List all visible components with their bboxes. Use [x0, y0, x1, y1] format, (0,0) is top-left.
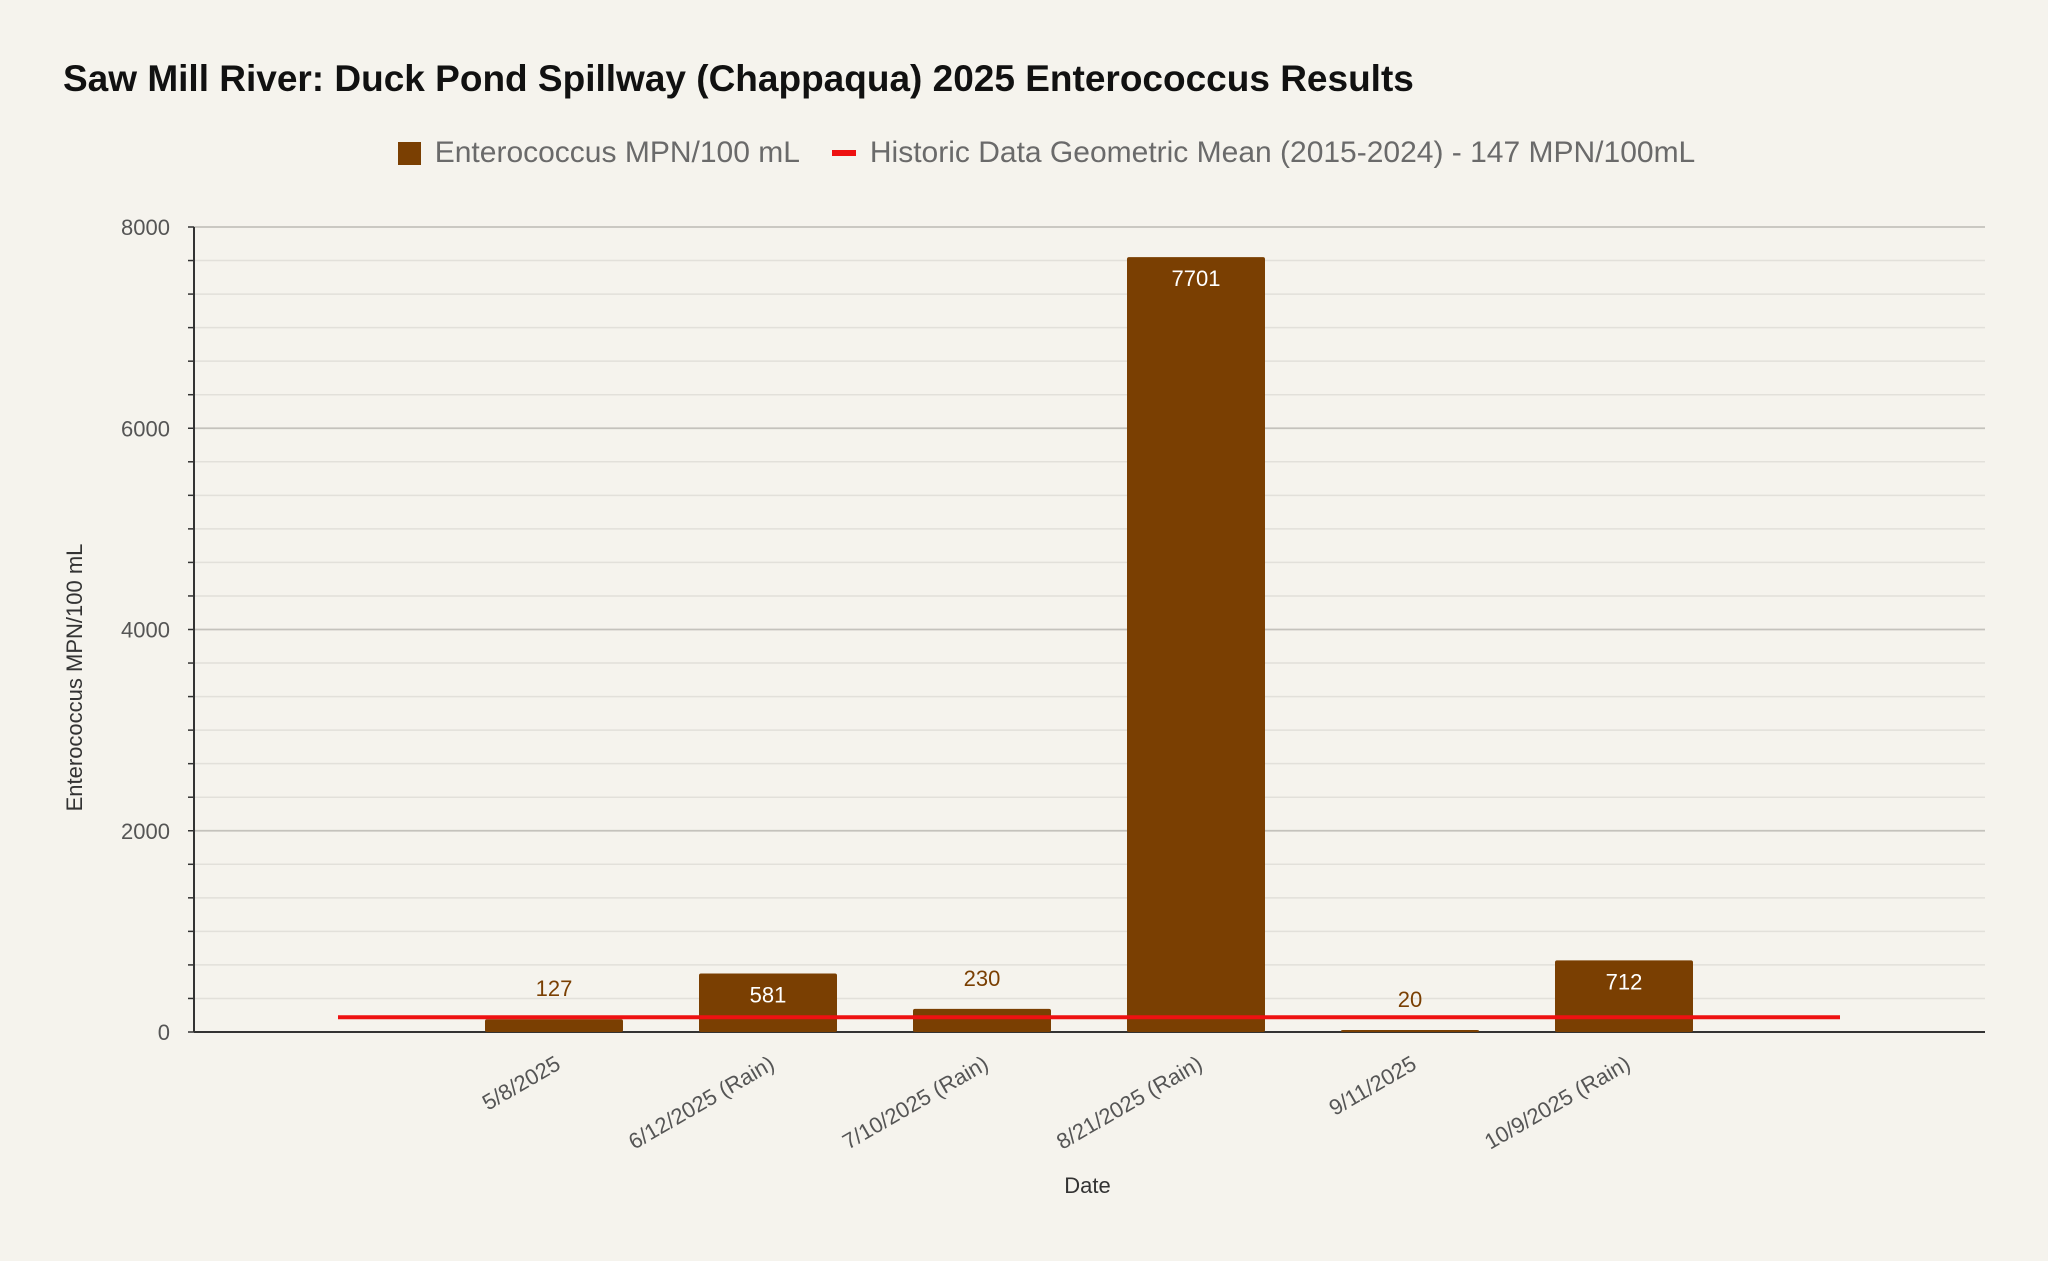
x-tick-label: 6/12/2025 (Rain): [624, 1051, 778, 1155]
legend-swatch-bars: [397, 141, 421, 165]
legend: Enterococcus MPN/100 mL Historic Data Ge…: [0, 136, 2048, 170]
y-tick-label: 2000: [121, 819, 170, 844]
legend-label-bars: Enterococcus MPN/100 mL: [434, 136, 800, 169]
legend-item-bars: Enterococcus MPN/100 mL: [397, 136, 800, 170]
x-tick-label: 7/10/2025 (Rain): [838, 1051, 992, 1155]
legend-item-line: Historic Data Geometric Mean (2015-2024)…: [831, 136, 1696, 170]
bar-5: [1555, 960, 1693, 1032]
bar-data-label: 7701: [1172, 266, 1221, 291]
bar-data-label: 581: [750, 983, 787, 1008]
bar-data-label: 20: [1398, 987, 1422, 1012]
bar-data-label: 127: [536, 976, 573, 1001]
y-tick-label: 0: [158, 1020, 170, 1045]
legend-label-line: Historic Data Geometric Mean (2015-2024)…: [869, 136, 1696, 169]
legend-swatch-line: [831, 150, 856, 156]
x-axis-title: Date: [1064, 1173, 1110, 1198]
y-axis-title: Enterococcus MPN/100 mL: [62, 544, 87, 812]
bar-0: [485, 1019, 623, 1032]
y-tick-label: 8000: [121, 215, 170, 240]
x-tick-label: 8/21/2025 (Rain): [1052, 1051, 1206, 1155]
bar-data-label: 230: [964, 966, 1001, 991]
bar-data-label: 712: [1606, 969, 1643, 994]
y-tick-label: 4000: [121, 618, 170, 643]
y-tick-label: 6000: [121, 416, 170, 441]
x-tick-label: 5/8/2025: [478, 1051, 565, 1115]
bar-4: [1341, 1029, 1479, 1032]
chart-title: Saw Mill River: Duck Pond Spillway (Chap…: [63, 58, 1414, 99]
bar-3: [1127, 257, 1265, 1032]
bar-2: [913, 1008, 1051, 1032]
x-tick-label: 9/11/2025: [1325, 1051, 1421, 1121]
x-tick-label: 10/9/2025 (Rain): [1480, 1051, 1634, 1155]
